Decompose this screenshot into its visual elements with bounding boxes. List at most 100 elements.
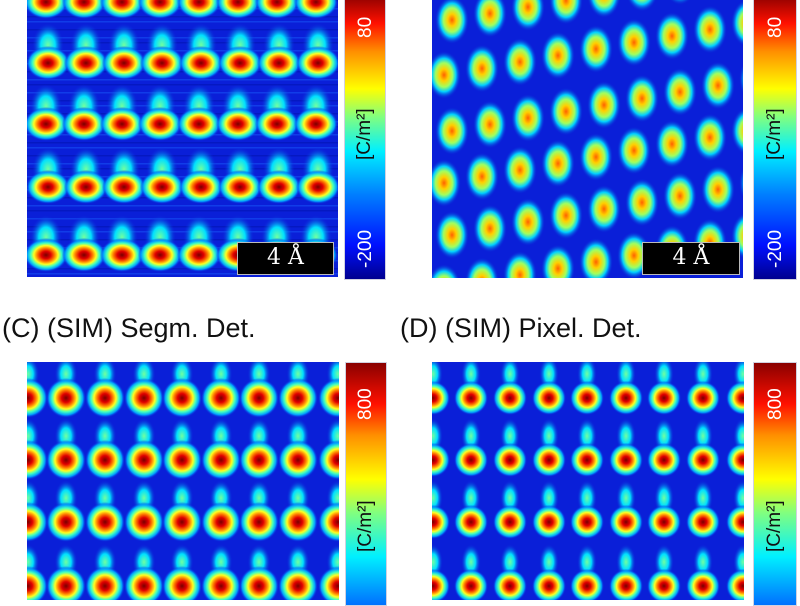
- atom-column: [625, 74, 659, 123]
- atom-column: [608, 380, 644, 416]
- atom-column: [531, 380, 567, 416]
- atom-column: [177, 238, 221, 272]
- atom-column: [278, 566, 318, 600]
- atom-column: [162, 440, 202, 480]
- atom-column: [541, 31, 575, 80]
- atom-column: [617, 126, 651, 175]
- atom-column: [473, 100, 507, 149]
- atom-column: [239, 502, 279, 542]
- colorbar-b-tick-top: 80: [765, 16, 786, 38]
- atom-column: [569, 504, 605, 540]
- atom-column: [569, 568, 605, 600]
- atom-column: [257, 46, 301, 80]
- atom-column: [27, 378, 48, 418]
- atom-column: [492, 568, 528, 600]
- colorbar-b-unit: [C/m²]: [764, 108, 785, 160]
- atom-column: [725, 504, 744, 540]
- atom-column: [64, 170, 108, 204]
- atom-column: [432, 380, 451, 416]
- atom-column: [100, 0, 144, 19]
- atom-column: [685, 504, 721, 540]
- atom-column: [177, 107, 221, 141]
- atom-column: [655, 12, 689, 60]
- atom-column: [503, 38, 537, 86]
- atom-column: [46, 502, 86, 542]
- atom-column: [294, 107, 338, 141]
- atom-column: [492, 380, 528, 416]
- atom-column: [85, 502, 125, 542]
- atom-column: [124, 566, 164, 600]
- atom-column: [608, 568, 644, 600]
- atom-column: [587, 81, 621, 129]
- colorbar-d: [753, 362, 797, 606]
- panel-d-title: (D) (SIM) Pixel. Det.: [400, 313, 642, 343]
- atom-column: [124, 502, 164, 542]
- colorbar-d-unit: [C/m²]: [764, 500, 785, 552]
- colorbar-b-tick-bottom: -200: [765, 229, 786, 268]
- atom-column: [138, 238, 182, 272]
- atom-column: [587, 185, 621, 233]
- atom-column: [625, 178, 659, 227]
- atom-column: [627, 0, 657, 12]
- atom-column: [85, 440, 125, 480]
- atom-column: [239, 566, 279, 600]
- atom-column: [701, 61, 735, 110]
- atom-column: [453, 568, 489, 600]
- atom-column: [138, 0, 182, 19]
- atom-column: [27, 440, 48, 480]
- atom-column: [465, 257, 499, 278]
- atom-column: [579, 133, 613, 181]
- atom-column: [201, 378, 241, 418]
- atom-column: [255, 107, 299, 141]
- atom-column: [432, 504, 451, 540]
- atom-column: [27, 238, 68, 272]
- atom-column: [27, 107, 68, 141]
- atom-column: [701, 165, 735, 214]
- atom-column: [100, 107, 144, 141]
- atom-column: [432, 442, 451, 478]
- atom-column: [453, 504, 489, 540]
- atom-column: [102, 170, 146, 204]
- atom-column: [725, 380, 744, 416]
- colorbar-a-unit: [C/m²]: [354, 108, 375, 160]
- atom-column: [617, 18, 651, 67]
- atom-column: [739, 63, 743, 95]
- atom-column: [318, 566, 339, 600]
- heatmap-panel-c: [27, 362, 339, 600]
- atom-column: [62, 0, 106, 19]
- atom-column: [669, 0, 691, 5]
- atom-column: [162, 378, 202, 418]
- atom-column: [453, 380, 489, 416]
- heatmap-panel-b: [432, 0, 743, 278]
- atom-column: [124, 440, 164, 480]
- atom-column: [579, 238, 613, 278]
- atom-column: [201, 566, 241, 600]
- atom-column: [492, 442, 528, 478]
- heatmap-a-canvas: [27, 0, 338, 277]
- atom-column: [693, 5, 727, 54]
- atom-column: [453, 442, 489, 478]
- atom-column: [739, 167, 743, 199]
- atom-column: [64, 46, 108, 80]
- atom-column: [278, 378, 318, 418]
- atom-column: [138, 107, 182, 141]
- atom-column: [503, 146, 537, 194]
- atom-column: [278, 502, 318, 542]
- atom-column: [663, 172, 697, 220]
- atom-column: [655, 120, 689, 168]
- atom-column: [257, 170, 301, 204]
- atom-column: [162, 502, 202, 542]
- atom-column: [318, 502, 339, 542]
- atom-column: [511, 0, 545, 31]
- atom-column: [435, 211, 469, 259]
- atom-column: [646, 442, 682, 478]
- atom-column: [579, 25, 613, 73]
- atom-column: [646, 504, 682, 540]
- atom-column: [239, 378, 279, 418]
- atom-column: [177, 0, 221, 19]
- colorbar-c: [345, 362, 387, 606]
- colorbar-a-tick-top: 80: [355, 16, 376, 38]
- atom-column: [179, 46, 223, 80]
- colorbar-a: [344, 0, 386, 280]
- atom-column: [531, 504, 567, 540]
